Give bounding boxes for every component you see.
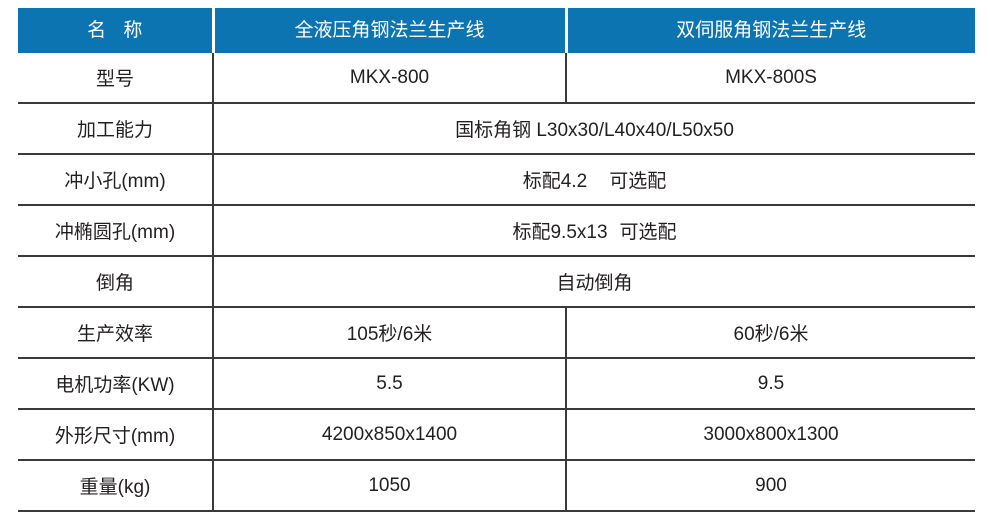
oval-hole-optional: 可选配 — [619, 222, 677, 243]
row-label-chamfer: 倒角 — [18, 255, 214, 307]
table-row: 加工能力 国标角钢 L30x30/L40x40/L50x50 — [18, 102, 975, 154]
cell-oval-hole-merged: 标配9.5x13 可选配 — [213, 204, 975, 256]
column-header-product-b: 双伺服角钢法兰生产线 — [566, 8, 975, 53]
specification-table: 名 称 全液压角钢法兰生产线 双伺服角钢法兰生产线 型号 MKX-800 MKX… — [18, 8, 975, 512]
cell-capacity-merged: 国标角钢 L30x30/L40x40/L50x50 — [213, 102, 975, 154]
table-row: 外形尺寸(mm) 4200x850x1400 3000x800x1300 — [18, 408, 975, 460]
row-label-small-hole: 冲小孔(mm) — [18, 153, 214, 205]
cell-model-b: MKX-800S — [725, 66, 817, 88]
cell-efficiency-b: 60秒/6米 — [566, 306, 975, 358]
table-row: 冲椭圆孔(mm) 标配9.5x13 可选配 — [18, 204, 975, 256]
cell-motor-power-a: 5.5 — [213, 357, 567, 409]
table-row: 电机功率(KW) 5.5 9.5 — [18, 357, 975, 409]
small-hole-standard: 标配4.2 — [522, 171, 588, 192]
row-label-weight: 重量(kg) — [18, 459, 214, 512]
column-header-name: 名 称 — [18, 8, 215, 53]
cell-small-hole-merged: 标配4.2 可选配 — [213, 153, 975, 205]
table-row: 冲小孔(mm) 标配4.2 可选配 — [18, 153, 975, 205]
row-label-dimensions: 外形尺寸(mm) — [18, 408, 214, 460]
cell-dimensions-b: 3000x800x1300 — [566, 408, 975, 460]
table-header: 名 称 全液压角钢法兰生产线 双伺服角钢法兰生产线 — [18, 8, 975, 53]
row-label-oval-hole: 冲椭圆孔(mm) — [18, 204, 214, 256]
row-label-efficiency: 生产效率 — [18, 306, 214, 358]
row-label-capacity: 加工能力 — [18, 102, 214, 154]
header-row: 名 称 全液压角钢法兰生产线 双伺服角钢法兰生产线 — [18, 8, 975, 53]
cell-motor-power-b: 9.5 — [566, 357, 975, 409]
small-hole-optional: 可选配 — [609, 171, 667, 192]
column-header-product-a: 全液压角钢法兰生产线 — [213, 8, 568, 53]
specification-table-container: 名 称 全液压角钢法兰生产线 双伺服角钢法兰生产线 型号 MKX-800 MKX… — [18, 8, 975, 512]
oval-hole-standard: 标配9.5x13 — [512, 222, 608, 243]
cell-model-a: MKX-800 — [213, 53, 567, 103]
table-row: 生产效率 105秒/6米 60秒/6米 — [18, 306, 975, 358]
row-label-model: 型号 — [18, 53, 214, 103]
cell-dimensions-a: 4200x850x1400 — [213, 408, 567, 460]
cell-weight-b: 900 — [566, 459, 975, 512]
table-row: 重量(kg) 1050 900 — [18, 459, 975, 512]
table-row: 倒角 自动倒角 — [18, 255, 975, 307]
cell-weight-a: 1050 — [213, 459, 567, 512]
row-label-motor-power: 电机功率(KW) — [18, 357, 214, 409]
table-body: 型号 MKX-800 MKX-800S 加工能力 国标角钢 L30x30/L40… — [18, 53, 975, 512]
table-row: 型号 MKX-800 MKX-800S — [18, 53, 975, 103]
cell-chamfer-merged: 自动倒角 — [213, 255, 975, 307]
cell-efficiency-a: 105秒/6米 — [213, 306, 567, 358]
